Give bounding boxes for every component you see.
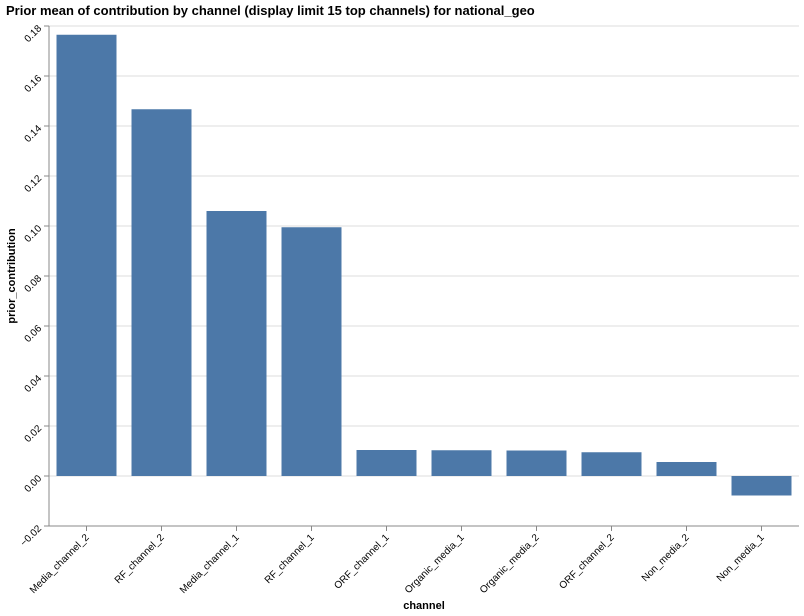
bar-organic-media-2	[506, 450, 567, 476]
y-tick-label: −0.02	[18, 523, 44, 549]
x-tick-label: Media_channel_1	[178, 532, 242, 596]
y-tick-label: 0.04	[23, 373, 45, 395]
x-axis: Media_channel_2 RF_channel_2 Media_channel…	[28, 525, 799, 596]
y-tick-label: 0.10	[23, 223, 45, 245]
x-tick-label: RF_channel_1	[263, 532, 317, 586]
y-tick-label: 0.12	[23, 173, 45, 195]
x-tick-label: RF_channel_2	[113, 532, 167, 586]
x-tick-label: Organic_media_1	[403, 532, 467, 596]
y-tick-label: 0.02	[23, 423, 45, 445]
y-tick-label: 0.06	[23, 323, 45, 345]
x-tick-label: Non_media_2	[640, 532, 692, 584]
x-tick-label: Non_media_1	[715, 532, 767, 584]
x-tick-label: ORF_channel_2	[557, 532, 617, 592]
y-tick-label: 0.00	[23, 473, 45, 495]
x-tick-label: Organic_media_2	[478, 532, 542, 596]
y-tick-label: 0.08	[23, 273, 45, 295]
bar-non-media-2	[656, 462, 717, 476]
bar-orf-channel-2	[581, 452, 642, 476]
bar-rf-channel-2	[131, 109, 192, 476]
bar-non-media-1	[731, 476, 792, 496]
x-tick-label: ORF_channel_1	[332, 532, 392, 592]
bars	[56, 34, 792, 496]
y-axis: −0.02 0.00 0.02 0.04 0.06 0.08 0.10 0.12 0.14 0.1…	[18, 23, 50, 549]
bar-media-channel-1	[206, 211, 267, 476]
y-tick-label: 0.14	[23, 123, 45, 145]
bar-organic-media-1	[431, 450, 492, 476]
y-axis-title: prior_contribution	[6, 228, 18, 324]
y-tick-label: 0.18	[23, 23, 45, 45]
bar-orf-channel-1	[356, 450, 417, 476]
y-tick-label: 0.16	[23, 73, 45, 95]
bar-rf-channel-1	[281, 227, 342, 476]
x-axis-title: channel	[403, 600, 445, 612]
bar-media-channel-2	[56, 34, 117, 476]
x-tick-label: Media_channel_2	[28, 532, 92, 596]
chart-title: Prior mean of contribution by channel (d…	[6, 3, 535, 18]
